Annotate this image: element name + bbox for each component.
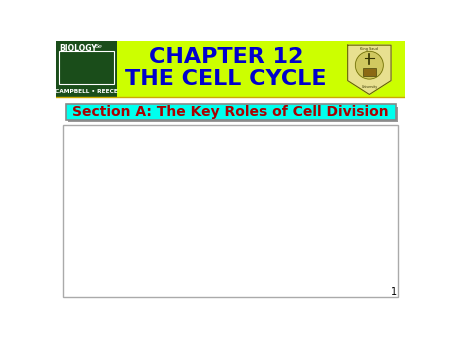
Text: 6e: 6e — [95, 44, 103, 49]
Polygon shape — [348, 45, 391, 94]
Text: University: University — [361, 85, 378, 89]
Text: King Saud: King Saud — [360, 47, 378, 51]
FancyBboxPatch shape — [56, 41, 117, 97]
Text: THE CELL CYCLE: THE CELL CYCLE — [125, 69, 327, 89]
Text: CHAPTER 12: CHAPTER 12 — [149, 47, 303, 67]
FancyBboxPatch shape — [68, 107, 398, 122]
Text: 1: 1 — [391, 287, 397, 297]
FancyBboxPatch shape — [363, 68, 376, 76]
Text: BIOLOGY: BIOLOGY — [59, 44, 97, 53]
FancyBboxPatch shape — [66, 104, 396, 120]
Text: Section A: The Key Roles of Cell Division: Section A: The Key Roles of Cell Divisio… — [72, 105, 389, 119]
Circle shape — [356, 51, 383, 79]
FancyBboxPatch shape — [56, 41, 405, 97]
FancyBboxPatch shape — [56, 97, 405, 301]
FancyBboxPatch shape — [63, 125, 398, 297]
Text: CAMPBELL • REECE: CAMPBELL • REECE — [55, 89, 118, 94]
FancyBboxPatch shape — [337, 41, 402, 94]
